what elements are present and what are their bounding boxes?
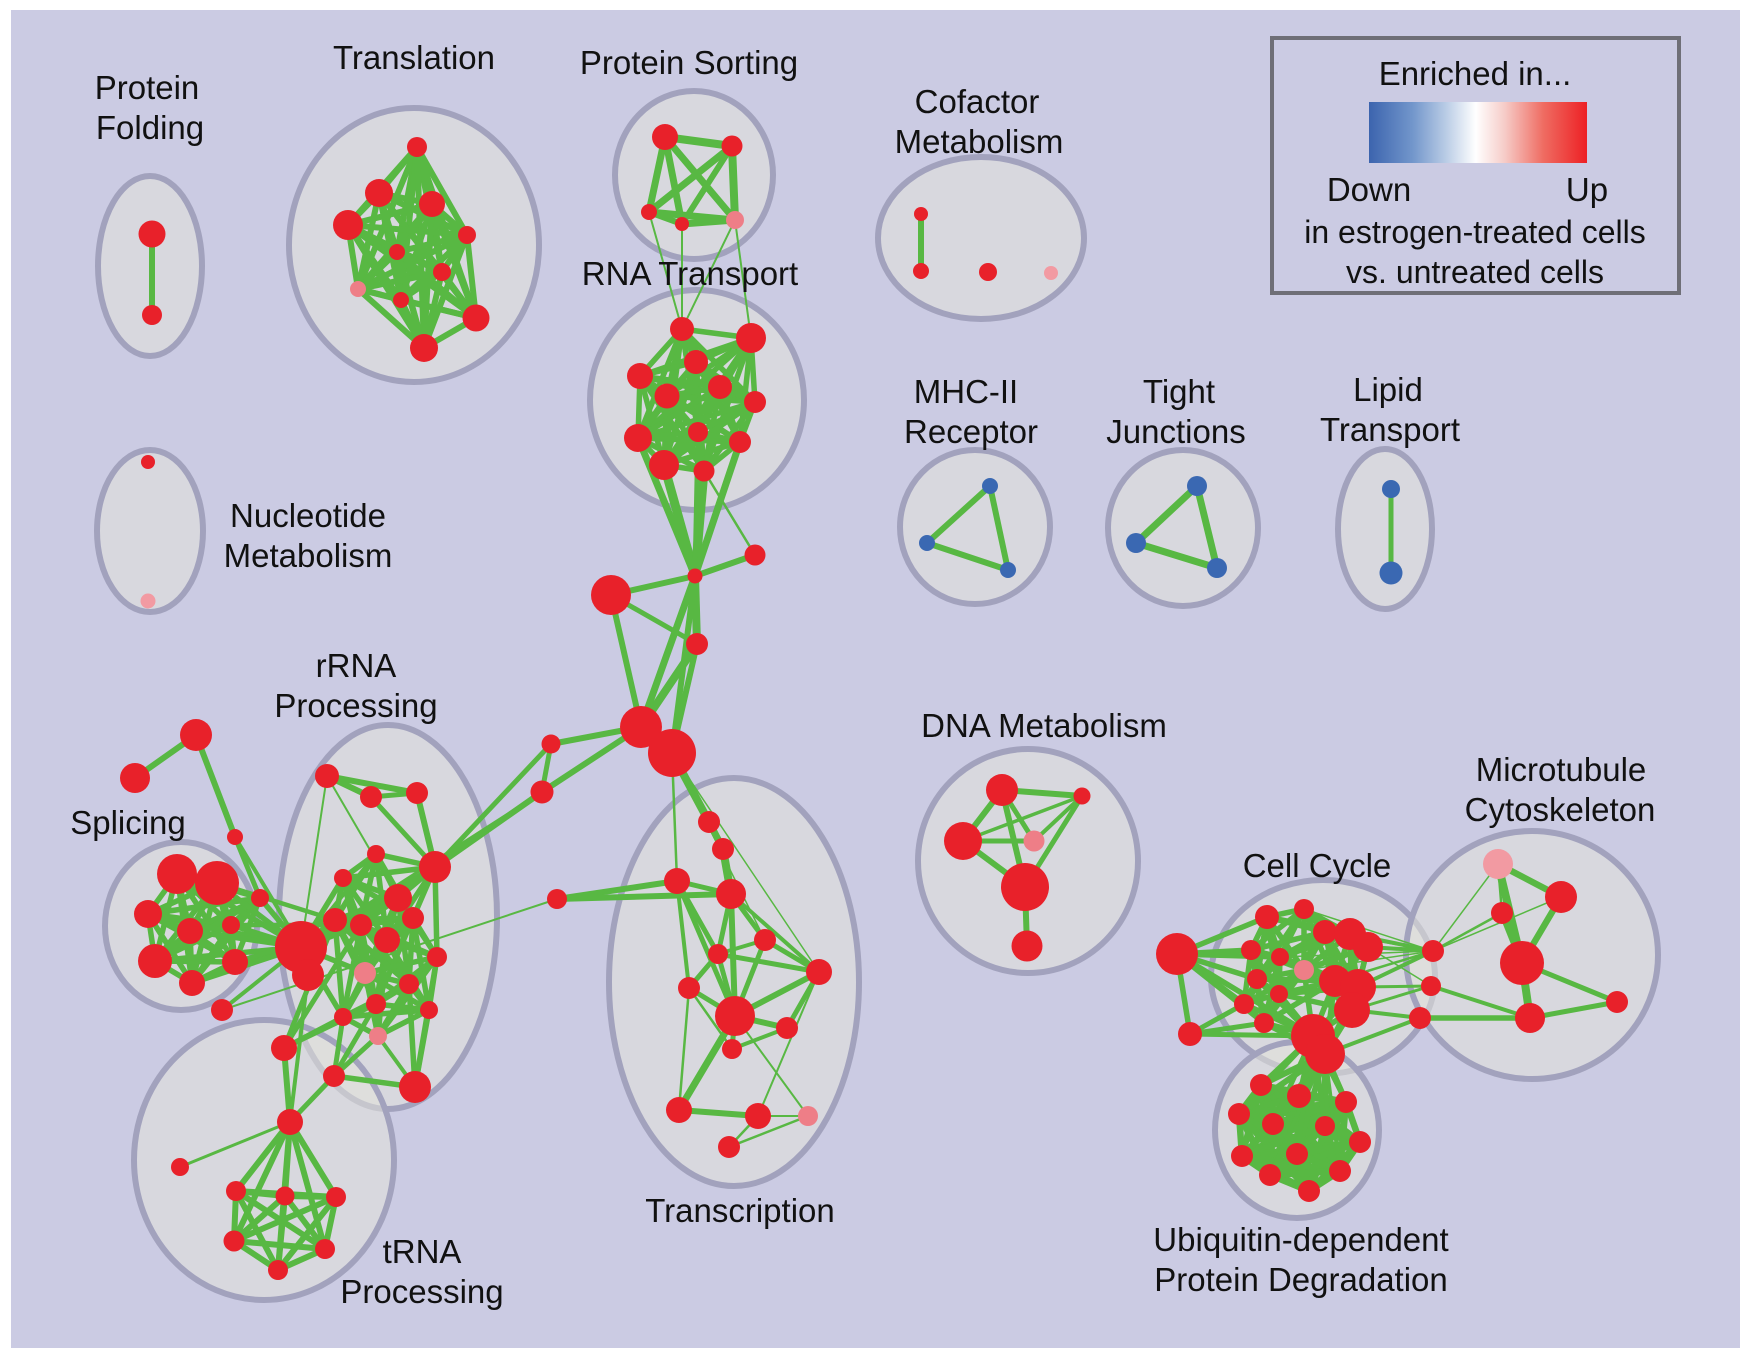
svg-text:Processing: Processing bbox=[274, 687, 437, 724]
svg-text:Protein: Protein bbox=[95, 69, 200, 106]
svg-text:Down: Down bbox=[1327, 171, 1411, 208]
svg-text:Cofactor: Cofactor bbox=[915, 83, 1040, 120]
svg-text:Splicing: Splicing bbox=[70, 804, 186, 841]
svg-text:Transport: Transport bbox=[1320, 411, 1460, 448]
svg-text:Tight: Tight bbox=[1143, 373, 1215, 410]
svg-text:Junctions: Junctions bbox=[1106, 413, 1245, 450]
svg-text:Up: Up bbox=[1566, 171, 1608, 208]
svg-text:Microtubule: Microtubule bbox=[1476, 751, 1647, 788]
svg-text:Cell Cycle: Cell Cycle bbox=[1243, 847, 1392, 884]
svg-text:Metabolism: Metabolism bbox=[224, 537, 393, 574]
svg-text:Processing: Processing bbox=[340, 1273, 503, 1310]
svg-text:Protein Sorting: Protein Sorting bbox=[580, 44, 798, 81]
svg-text:in estrogen-treated cells: in estrogen-treated cells bbox=[1304, 214, 1646, 250]
svg-text:Protein Degradation: Protein Degradation bbox=[1154, 1261, 1448, 1298]
svg-text:vs. untreated cells: vs. untreated cells bbox=[1346, 254, 1604, 290]
svg-text:DNA Metabolism: DNA Metabolism bbox=[921, 707, 1167, 744]
svg-text:MHC-II: MHC-II bbox=[914, 373, 1018, 410]
svg-text:Metabolism: Metabolism bbox=[895, 123, 1064, 160]
svg-text:Ubiquitin-dependent: Ubiquitin-dependent bbox=[1153, 1221, 1448, 1258]
svg-text:Enriched in...: Enriched in... bbox=[1379, 55, 1572, 92]
svg-text:tRNA: tRNA bbox=[383, 1233, 462, 1270]
svg-text:Lipid: Lipid bbox=[1353, 371, 1423, 408]
svg-text:RNA Transport: RNA Transport bbox=[582, 255, 798, 292]
svg-text:Folding: Folding bbox=[96, 109, 204, 146]
svg-text:Cytoskeleton: Cytoskeleton bbox=[1465, 791, 1656, 828]
svg-text:Receptor: Receptor bbox=[904, 413, 1038, 450]
svg-text:Transcription: Transcription bbox=[645, 1192, 835, 1229]
svg-text:Nucleotide: Nucleotide bbox=[230, 497, 386, 534]
svg-text:Translation: Translation bbox=[333, 39, 495, 76]
svg-text:rRNA: rRNA bbox=[316, 647, 397, 684]
